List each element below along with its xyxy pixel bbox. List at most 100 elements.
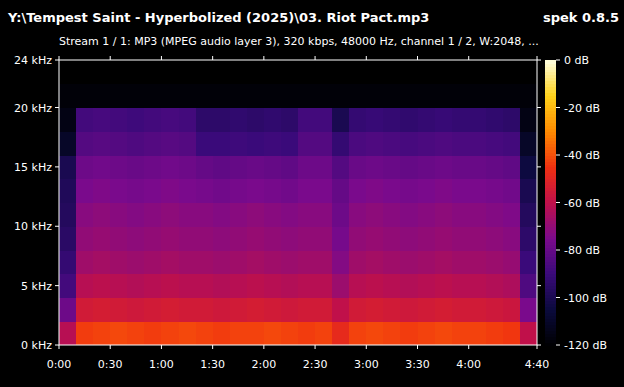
cell — [520, 179, 537, 203]
cell — [281, 321, 299, 345]
cell — [264, 131, 282, 155]
cell — [366, 298, 384, 322]
cell — [366, 179, 384, 203]
cell — [93, 179, 111, 203]
colorbar-tick — [556, 60, 560, 61]
cell — [332, 226, 350, 250]
cell — [196, 131, 214, 155]
cell — [93, 155, 111, 179]
cell — [93, 250, 111, 274]
cell — [520, 321, 537, 345]
y-tick-label: 15 kHz — [14, 161, 52, 174]
cell — [503, 321, 521, 345]
cell — [366, 60, 384, 84]
cell — [520, 84, 537, 108]
cell — [281, 108, 299, 132]
cell — [281, 179, 299, 203]
cell — [452, 226, 470, 250]
cell — [435, 84, 453, 108]
cell — [383, 250, 401, 274]
cell — [213, 131, 231, 155]
cell — [520, 274, 537, 298]
cell — [264, 298, 282, 322]
cell — [298, 131, 316, 155]
cell — [298, 84, 316, 108]
cell — [349, 274, 367, 298]
cell — [349, 60, 367, 84]
cell — [110, 179, 128, 203]
cell — [161, 179, 179, 203]
cell — [127, 108, 145, 132]
cell — [298, 274, 316, 298]
x-tick-top — [537, 56, 538, 60]
cell — [247, 131, 265, 155]
cell — [452, 155, 470, 179]
cell — [264, 250, 282, 274]
cell — [230, 108, 248, 132]
cell — [503, 60, 521, 84]
cell — [418, 155, 436, 179]
cell — [179, 60, 197, 84]
cell — [264, 226, 282, 250]
y-tick-right — [537, 345, 541, 346]
cell — [264, 84, 282, 108]
cell — [332, 298, 350, 322]
cell — [213, 298, 231, 322]
cell — [59, 60, 77, 84]
cell — [59, 203, 77, 227]
cell — [315, 250, 333, 274]
cell — [452, 84, 470, 108]
cell — [435, 250, 453, 274]
cell — [383, 108, 401, 132]
cell — [230, 155, 248, 179]
cell — [247, 108, 265, 132]
cell — [503, 84, 521, 108]
title: Y:\Tempest Saint - Hyperbolized (2025)\0… — [7, 10, 429, 25]
cell — [161, 203, 179, 227]
y-tick-right — [537, 107, 541, 108]
cell — [298, 321, 316, 345]
y-tick-label: 24 kHz — [14, 54, 52, 67]
cell — [247, 321, 265, 345]
y-tick-label: 20 kHz — [14, 102, 52, 115]
cell — [213, 321, 231, 345]
cell — [110, 155, 128, 179]
cell — [59, 84, 77, 108]
cell — [469, 298, 487, 322]
cell — [418, 298, 436, 322]
cell — [264, 108, 282, 132]
y-tick-label: 10 kHz — [14, 220, 52, 233]
cell — [179, 298, 197, 322]
cell — [110, 108, 128, 132]
cell — [93, 274, 111, 298]
cell — [59, 155, 77, 179]
cell — [161, 155, 179, 179]
cell — [76, 226, 94, 250]
cell — [93, 84, 111, 108]
x-tick — [537, 345, 538, 349]
spectrogram-chart: Y:\Tempest Saint - Hyperbolized (2025)\0… — [0, 0, 624, 387]
x-tick-top — [59, 56, 60, 60]
cell — [127, 60, 145, 84]
cell — [144, 274, 162, 298]
cell — [213, 84, 231, 108]
cell — [435, 298, 453, 322]
cell — [366, 108, 384, 132]
cell — [349, 108, 367, 132]
cell — [144, 155, 162, 179]
cell — [196, 108, 214, 132]
cell — [127, 226, 145, 250]
cells — [59, 60, 537, 345]
cell — [400, 274, 418, 298]
cell — [520, 108, 537, 132]
cell — [435, 60, 453, 84]
cell — [400, 108, 418, 132]
cell — [383, 321, 401, 345]
cell — [264, 274, 282, 298]
cell — [435, 108, 453, 132]
cell — [144, 226, 162, 250]
cell — [298, 250, 316, 274]
cell — [435, 155, 453, 179]
cell — [469, 226, 487, 250]
colorbar-label: -120 dB — [564, 339, 607, 352]
